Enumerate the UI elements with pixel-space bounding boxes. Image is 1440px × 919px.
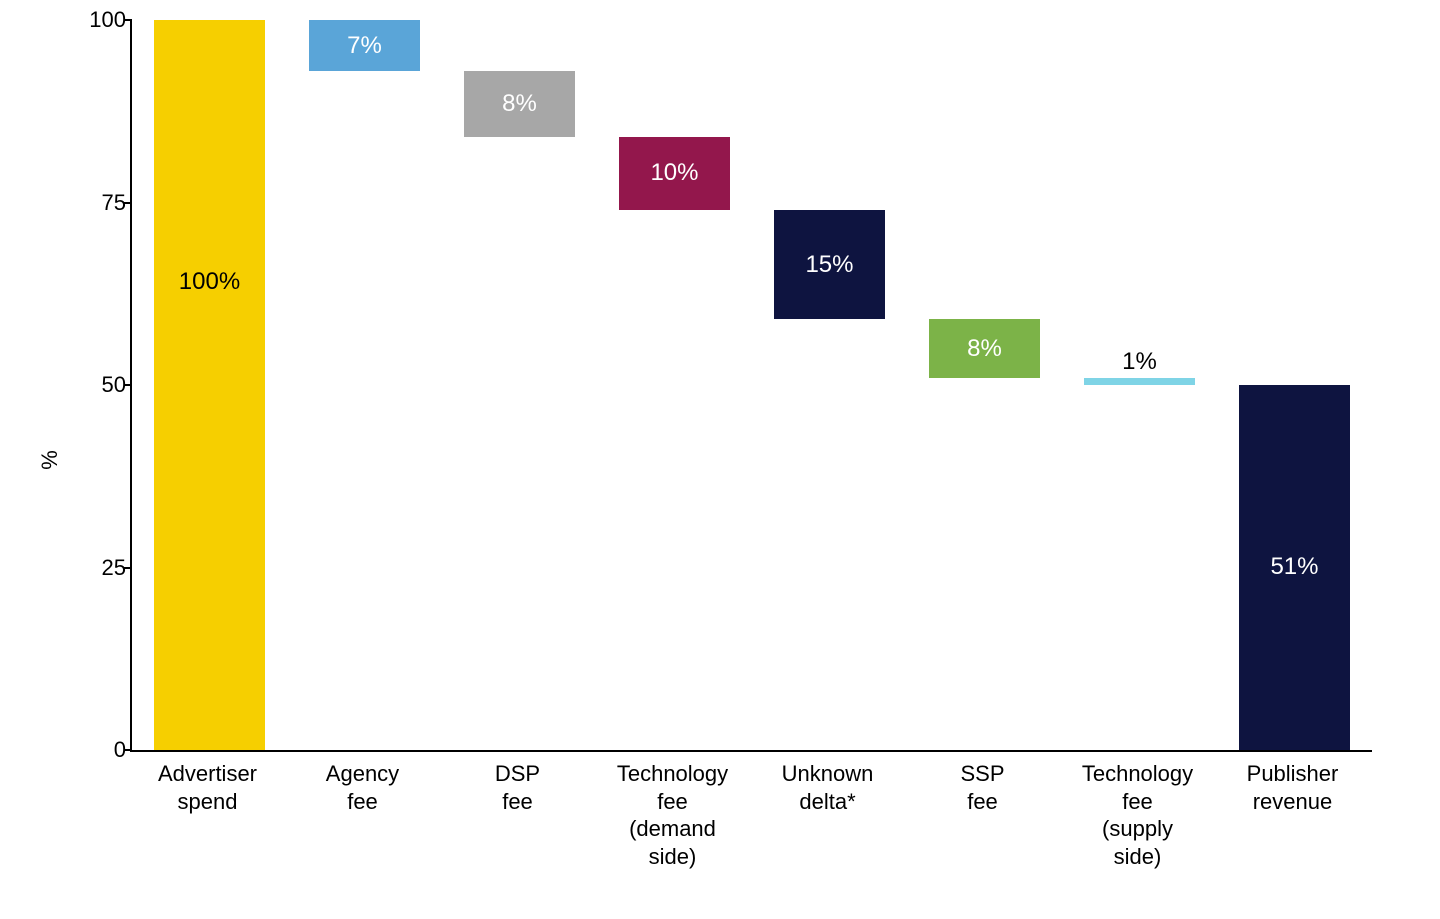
x-category-label: Unknowndelta* [750, 760, 905, 815]
bar [619, 137, 731, 210]
bar [1084, 378, 1196, 385]
x-category-label: SSPfee [905, 760, 1060, 815]
waterfall-chart: % 0255075100100%7%8%10%15%8%1%51% Advert… [40, 10, 1400, 910]
bar [929, 319, 1041, 377]
y-tick-mark [124, 384, 132, 386]
x-category-label: Advertiserspend [130, 760, 285, 815]
bar-value-label: 1% [1084, 348, 1196, 376]
y-tick-mark [124, 202, 132, 204]
x-axis-labels: AdvertiserspendAgencyfeeDSPfeeTechnology… [130, 760, 1370, 910]
x-category-label: DSPfee [440, 760, 595, 815]
x-category-label: Agencyfee [285, 760, 440, 815]
x-category-label: Technologyfee(demandside) [595, 760, 750, 870]
y-axis-title: % [37, 450, 63, 470]
bar [774, 210, 886, 320]
y-tick-label: 100 [82, 7, 126, 33]
y-tick-label: 75 [82, 190, 126, 216]
bar [309, 20, 421, 71]
y-tick-mark [124, 749, 132, 751]
bar [1239, 385, 1351, 750]
y-tick-mark [124, 567, 132, 569]
y-tick-label: 0 [82, 737, 126, 763]
x-category-label: Technologyfee(supplyside) [1060, 760, 1215, 870]
y-tick-label: 25 [82, 555, 126, 581]
bar [154, 20, 266, 750]
x-category-label: Publisherrevenue [1215, 760, 1370, 815]
y-tick-label: 50 [82, 372, 126, 398]
plot-area: 0255075100100%7%8%10%15%8%1%51% [130, 20, 1372, 752]
y-tick-mark [124, 19, 132, 21]
bar [464, 71, 576, 137]
